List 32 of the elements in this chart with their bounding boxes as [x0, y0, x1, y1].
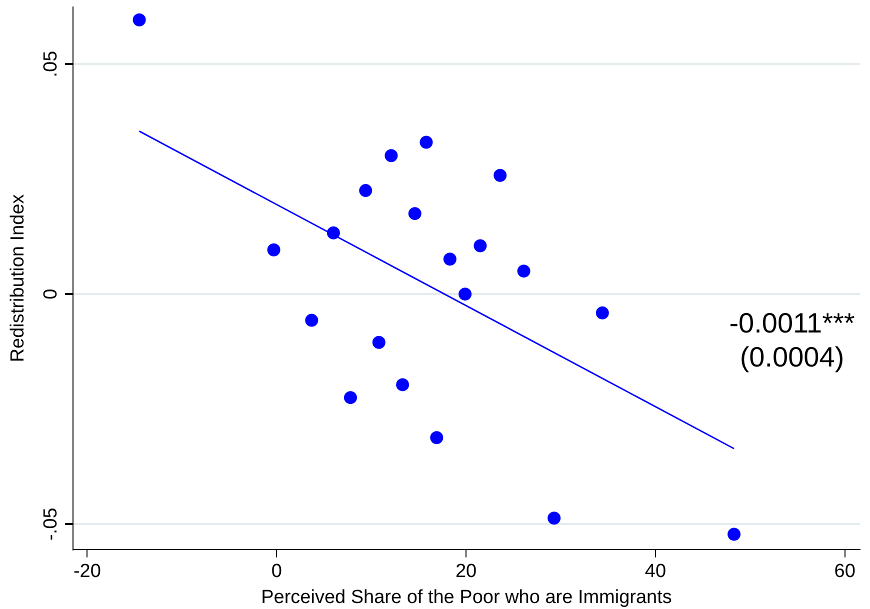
- point: [326, 226, 340, 240]
- point: [305, 314, 318, 327]
- y-tick-label: 0: [40, 288, 62, 300]
- x-axis-title: Perceived Share of the Poor who are Immigrants: [261, 586, 672, 608]
- point: [596, 306, 609, 320]
- annotation: -0.0011***: [729, 308, 855, 339]
- point: [474, 239, 487, 252]
- y-tick-label: .05: [40, 50, 62, 78]
- y-tick-label: -.05: [40, 508, 62, 540]
- point: [494, 168, 507, 182]
- x-tick-label: 40: [644, 561, 666, 582]
- point: [372, 336, 386, 349]
- point: [408, 207, 422, 220]
- y-axis-title: Redistribution Index: [8, 194, 29, 362]
- x-tick-label: 0: [271, 561, 282, 582]
- x-tick-label: 20: [455, 561, 477, 582]
- point: [458, 288, 472, 301]
- point: [132, 13, 146, 26]
- point: [344, 391, 357, 404]
- x-tick-label: -20: [73, 561, 101, 582]
- point: [728, 528, 741, 541]
- point: [359, 184, 372, 198]
- point: [430, 431, 444, 444]
- point: [548, 512, 561, 525]
- x-tick-label: 60: [834, 561, 856, 582]
- point: [396, 378, 410, 392]
- point: [443, 252, 456, 266]
- point: [420, 136, 433, 149]
- point: [517, 264, 530, 278]
- point: [267, 243, 280, 256]
- point: [384, 149, 398, 162]
- annotation: (0.0004): [740, 342, 844, 373]
